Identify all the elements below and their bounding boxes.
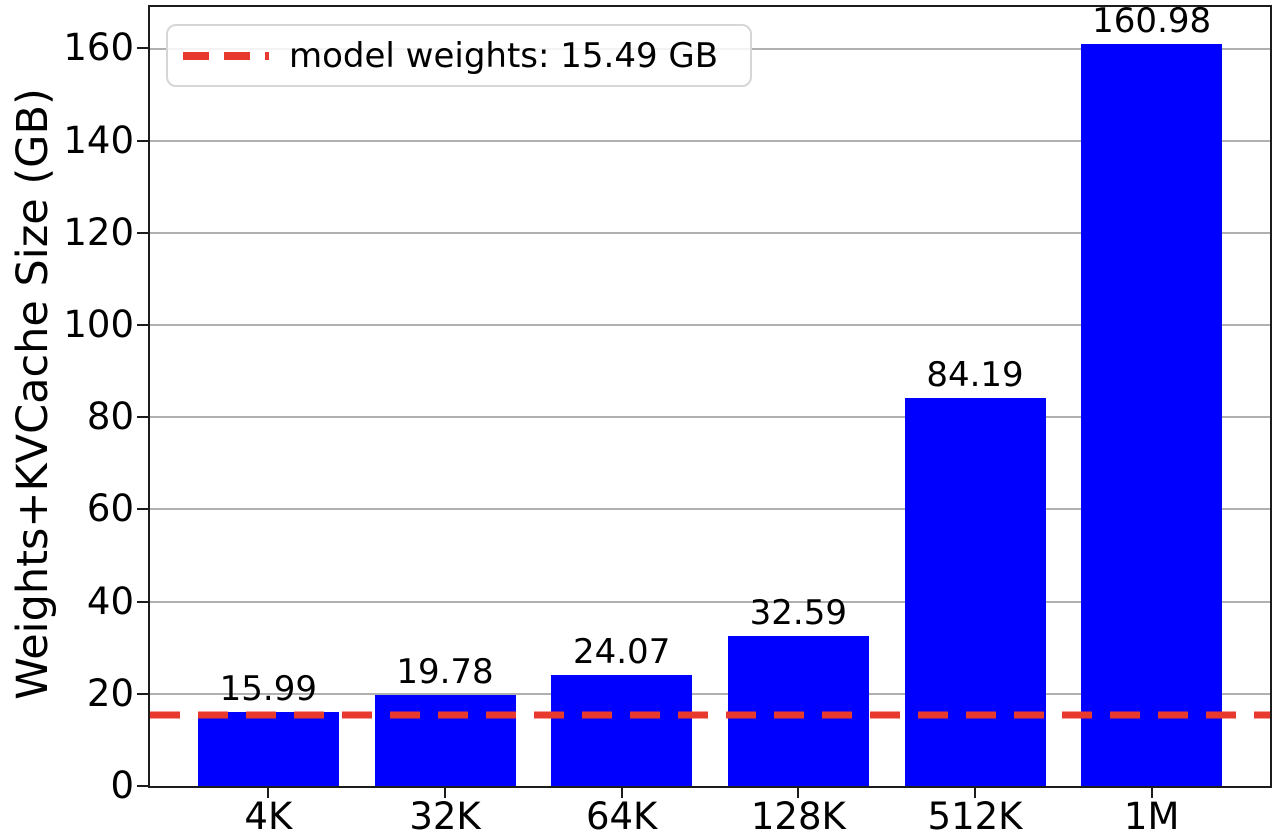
x-tick-label: 512K xyxy=(927,795,1023,836)
bar-value-label: 160.98 xyxy=(1092,0,1212,41)
bar-value-label: 32.59 xyxy=(749,592,847,633)
y-tick-mark xyxy=(137,47,148,50)
bar xyxy=(374,694,516,786)
x-tick-mark xyxy=(797,788,800,798)
y-tick-label: 60 xyxy=(86,487,134,531)
gridline xyxy=(150,600,1270,603)
x-tick-mark xyxy=(620,788,623,798)
bar-value-label: 15.99 xyxy=(219,669,317,710)
dashed-line-sample-icon xyxy=(183,51,269,60)
y-tick-label: 140 xyxy=(63,118,134,162)
y-tick-label: 160 xyxy=(63,26,134,70)
y-tick-label: 80 xyxy=(86,395,134,439)
x-tick-mark xyxy=(974,788,976,798)
bar-value-label: 24.07 xyxy=(572,632,671,673)
bar xyxy=(1081,43,1223,786)
legend-label: model weights: 15.49 GB xyxy=(289,35,719,76)
x-tick-label: 32K xyxy=(409,795,481,836)
bar xyxy=(197,712,339,786)
y-tick-mark xyxy=(137,785,148,787)
bar-value-label: 84.19 xyxy=(926,354,1024,395)
x-tick-label: 64K xyxy=(585,795,658,836)
y-tick-mark xyxy=(137,416,148,419)
y-tick-label: 40 xyxy=(86,579,134,623)
x-tick-mark xyxy=(1150,788,1153,798)
bar xyxy=(904,397,1046,786)
y-tick-label: 0 xyxy=(110,764,134,807)
x-tick-label: 128K xyxy=(750,795,846,836)
y-tick-mark xyxy=(137,231,148,234)
x-tick-mark xyxy=(267,788,270,798)
y-tick-label: 100 xyxy=(63,303,134,347)
y-tick-label: 20 xyxy=(86,671,134,715)
y-axis-label: Weights+KVCache Size (GB) xyxy=(8,88,58,700)
x-tick-label: 1M xyxy=(1123,795,1180,836)
plot-area: model weights: 15.49 GB 15.99 19.78 24.07 3… xyxy=(148,0,1272,788)
threshold-line xyxy=(150,711,1270,719)
x-tick-label: 4K xyxy=(244,795,293,836)
y-tick-label: 120 xyxy=(63,210,134,254)
y-tick-mark xyxy=(137,692,148,695)
gridline xyxy=(150,508,1270,511)
gridline xyxy=(150,692,1270,695)
gridline xyxy=(150,231,1270,234)
y-tick-mark xyxy=(137,139,148,142)
x-tick-mark xyxy=(444,788,446,798)
bar-value-label: 19.78 xyxy=(396,651,494,692)
bar xyxy=(551,675,693,786)
gridline xyxy=(150,416,1270,419)
legend: model weights: 15.49 GB xyxy=(166,24,752,87)
y-tick-mark xyxy=(137,324,148,327)
y-tick-mark xyxy=(137,508,148,511)
gridline xyxy=(150,324,1270,327)
bar xyxy=(727,635,869,786)
y-tick-mark xyxy=(137,600,148,603)
gridline xyxy=(150,139,1270,142)
